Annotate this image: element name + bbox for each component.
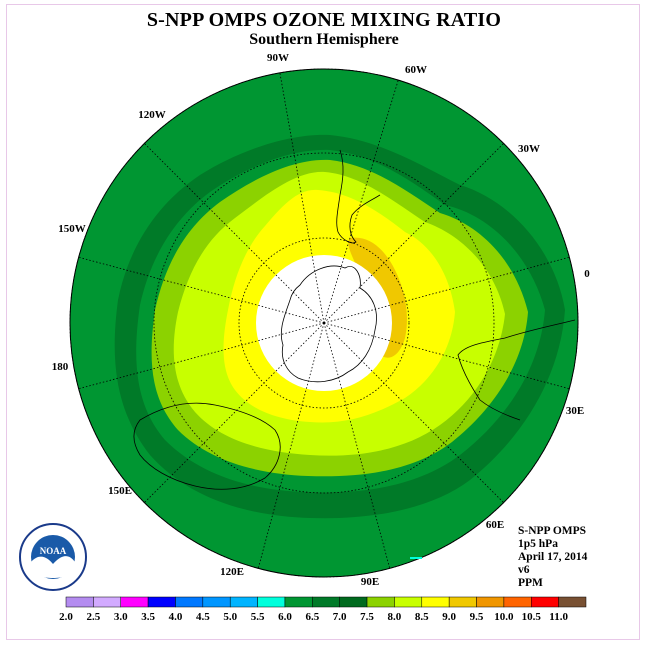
meridian-line bbox=[144, 322, 325, 503]
map-info: S-NPP OMPS 1p5 hPa April 17, 2014 v6 PPM bbox=[518, 525, 587, 590]
colorbar-label: 5.5 bbox=[251, 611, 265, 623]
longitude-label: 150E bbox=[108, 485, 132, 497]
meridian-line bbox=[323, 322, 570, 390]
colorbar-label: 10.0 bbox=[494, 611, 514, 623]
colorbar-swatch bbox=[65, 596, 94, 608]
meridian-line bbox=[323, 143, 504, 324]
antarctica-coastline bbox=[280, 265, 377, 383]
africa-coastline bbox=[457, 319, 576, 421]
colorbar-label: 2.5 bbox=[86, 611, 100, 623]
longitude-label: 90E bbox=[361, 576, 379, 588]
meridian-line bbox=[279, 72, 325, 324]
colorbar-label: 2.0 bbox=[59, 611, 73, 623]
map-title: S-NPP OMPS OZONE MIXING RATIO bbox=[146, 9, 502, 31]
meridian-line bbox=[323, 322, 504, 503]
australia-coastline bbox=[133, 402, 281, 490]
longitude-label: 120W bbox=[138, 109, 166, 121]
colorbar-label: 8.0 bbox=[388, 611, 402, 623]
colorbar-label: 8.5 bbox=[415, 611, 429, 623]
graticule bbox=[69, 68, 579, 578]
colorbar-swatch bbox=[175, 596, 204, 608]
colorbar-label: 5.0 bbox=[223, 611, 237, 623]
colorbar-label: 6.5 bbox=[305, 611, 319, 623]
colorbar-swatch bbox=[147, 596, 176, 608]
colorbar-swatch bbox=[531, 596, 559, 608]
colorbar-label: 9.5 bbox=[470, 611, 484, 623]
longitude-label: 30E bbox=[566, 405, 584, 417]
info-date: April 17, 2014 bbox=[518, 551, 588, 563]
colorbar-swatch bbox=[284, 596, 313, 608]
longitude-label: 60E bbox=[486, 519, 504, 531]
info-level: 1p5 hPa bbox=[518, 538, 558, 550]
colorbar-label: 10.5 bbox=[522, 611, 542, 623]
colorbar-swatch bbox=[476, 596, 505, 608]
colorbar-swatch bbox=[93, 596, 121, 608]
colorbar-label: 6.0 bbox=[278, 611, 292, 623]
colorbar-swatch bbox=[421, 596, 450, 608]
colorbar-swatch bbox=[394, 596, 423, 608]
longitude-label: 120E bbox=[220, 566, 244, 578]
longitude-label: 150W bbox=[58, 223, 86, 235]
meridian-line bbox=[78, 256, 325, 324]
latitude-circle bbox=[238, 237, 410, 409]
latitude-circle bbox=[153, 152, 495, 494]
meridian-line bbox=[144, 143, 325, 324]
colorbar: 2.0 2.5 3.0 3.5 4.0 4.5 5.0 5.5 6.0 6.5 7.0 7.5 8.0 8… bbox=[59, 596, 587, 623]
colorbar-swatch bbox=[503, 596, 532, 608]
colorbar-swatch bbox=[229, 596, 258, 608]
meridian-line bbox=[78, 322, 325, 390]
colorbar-label: 3.5 bbox=[141, 611, 155, 623]
colorbar-label: 7.5 bbox=[360, 611, 374, 623]
colorbar-label: 9.0 bbox=[442, 611, 456, 623]
colorbar-swatch bbox=[120, 596, 149, 608]
meridian-line bbox=[323, 322, 391, 569]
colorbar-swatch bbox=[448, 596, 477, 608]
latitude-circle bbox=[69, 68, 579, 578]
meridian-line bbox=[257, 322, 325, 569]
longitude-labels: 90W 60W 30W 0 30E 60E 90E 120E 150E 180 150W 120W bbox=[52, 52, 591, 588]
noaa-logo: NOAA bbox=[19, 523, 87, 591]
info-instrument: S-NPP OMPS bbox=[518, 525, 587, 537]
colorbar-swatch bbox=[366, 596, 395, 608]
colorbar-swatch bbox=[202, 596, 231, 608]
info-version: v6 bbox=[518, 564, 530, 576]
noaa-logo-text: NOAA bbox=[40, 546, 67, 556]
colorbar-label: 7.0 bbox=[333, 611, 347, 623]
south-america-coastline bbox=[336, 149, 381, 244]
colorbar-swatch bbox=[339, 596, 368, 608]
colorbar-swatch bbox=[312, 596, 340, 608]
map-subtitle: Southern Hemisphere bbox=[249, 31, 399, 48]
colorbar-label: 11.0 bbox=[549, 611, 568, 623]
colorbar-label: 4.0 bbox=[169, 611, 183, 623]
colorbar-label: 3.0 bbox=[114, 611, 128, 623]
meridian-line bbox=[323, 79, 399, 324]
colorbar-swatch bbox=[558, 596, 587, 608]
colorbar-label: 4.5 bbox=[196, 611, 210, 623]
colorbar-swatch bbox=[257, 596, 286, 608]
longitude-label: 60W bbox=[405, 64, 427, 76]
longitude-label: 90W bbox=[267, 52, 289, 64]
longitude-label: 0 bbox=[584, 268, 590, 280]
info-units: PPM bbox=[518, 577, 543, 589]
meridian-line bbox=[323, 256, 570, 324]
longitude-label: 180 bbox=[52, 361, 69, 373]
longitude-label: 30W bbox=[518, 143, 540, 155]
